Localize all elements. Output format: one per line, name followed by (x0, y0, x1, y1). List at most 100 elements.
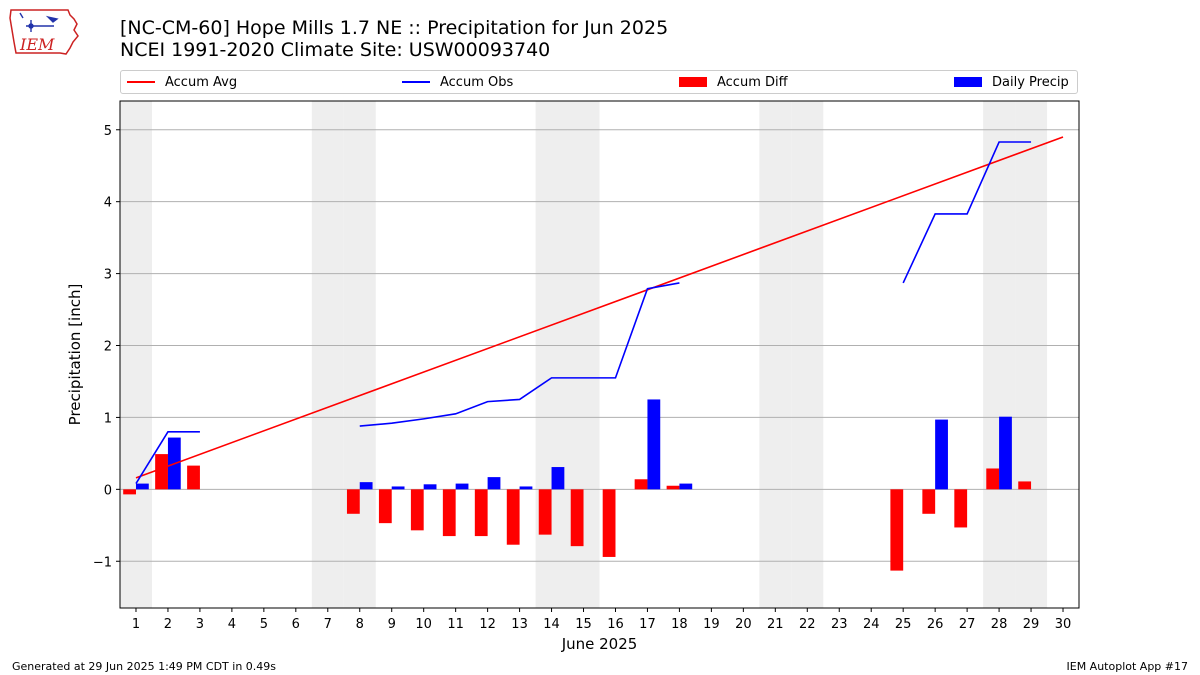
x-tick-label: 25 (895, 617, 912, 632)
legend-swatch (679, 77, 707, 87)
bar (647, 399, 661, 490)
x-tick-label: 6 (292, 617, 300, 632)
series-line (902, 141, 1032, 284)
bar (378, 489, 392, 524)
bar (474, 489, 488, 537)
bar (634, 479, 648, 490)
legend-label: Accum Obs (440, 74, 514, 90)
x-tick-label: 28 (991, 617, 1008, 632)
y-tick-label: 4 (104, 196, 112, 211)
y-tick-label: 2 (104, 340, 112, 355)
chart-subtitle: NCEI 1991-2020 Climate Site: USW00093740 (120, 39, 551, 61)
weekend-band (311, 101, 344, 608)
bar (602, 489, 616, 557)
y-tick-label: 3 (104, 268, 112, 283)
x-tick-label: 26 (927, 617, 944, 632)
bar (455, 483, 469, 490)
footer-app: IEM Autoplot App #17 (1066, 660, 1189, 673)
x-tick-label: 7 (324, 617, 332, 632)
x-tick-label: 16 (607, 617, 624, 632)
weekend-band (983, 101, 1016, 608)
x-tick-label: 14 (543, 617, 560, 632)
bar (359, 482, 373, 490)
weekend-band (343, 101, 376, 608)
bar (999, 416, 1012, 490)
x-tick-label: 17 (639, 617, 656, 632)
series-line (135, 136, 1064, 479)
legend-label: Accum Avg (165, 74, 238, 90)
x-tick-label: 8 (356, 617, 364, 632)
x-tick-label: 4 (228, 617, 236, 632)
iowa-outline-icon (9, 9, 79, 55)
bar (506, 489, 520, 545)
x-tick-label: 2 (164, 617, 172, 632)
x-tick-label: 1 (132, 617, 140, 632)
footer-generated: Generated at 29 Jun 2025 1:49 PM CDT in … (12, 660, 277, 673)
bar (423, 484, 437, 490)
bar (570, 489, 584, 547)
x-tick-label: 18 (671, 617, 688, 632)
x-tick-label: 22 (799, 617, 816, 632)
x-tick-label: 29 (1023, 617, 1040, 632)
x-tick-label: 27 (959, 617, 976, 632)
y-tick-label: 1 (104, 411, 112, 426)
bar (123, 489, 136, 495)
x-tick-label: 30 (1055, 617, 1072, 632)
y-tick-label: −1 (93, 555, 112, 570)
legend-swatch (402, 81, 430, 83)
y-tick-label: 5 (104, 124, 112, 139)
bar (346, 489, 360, 514)
legend-item-accum-avg: Accum Avg (127, 74, 237, 90)
x-tick-label: 10 (415, 617, 432, 632)
weekend-band (759, 101, 792, 608)
chart-title: [NC-CM-60] Hope Mills 1.7 NE :: Precipit… (120, 17, 669, 39)
bar (922, 489, 936, 514)
plot-frame (119, 100, 1080, 609)
x-tick-label: 5 (260, 617, 268, 632)
weekend-band (1015, 101, 1048, 608)
x-tick-label: 21 (767, 617, 784, 632)
series-line (135, 431, 200, 485)
weather-station-icon (19, 12, 59, 32)
bar (935, 419, 948, 490)
legend-label: Accum Diff (717, 74, 788, 90)
bar (155, 454, 168, 490)
x-tick-label: 3 (196, 617, 204, 632)
x-tick-label: 23 (831, 617, 848, 632)
y-axis-label: Precipitation [inch] (66, 284, 84, 426)
x-tick-label: 11 (447, 617, 464, 632)
bar (410, 489, 424, 531)
x-tick-label: 24 (863, 617, 880, 632)
bar (487, 477, 501, 490)
chart-legend: Accum Avg Accum Obs Accum Diff Daily Pre… (120, 70, 1078, 94)
bar (538, 489, 552, 535)
bar (391, 486, 405, 490)
bar (890, 489, 904, 571)
x-tick-label: 13 (511, 617, 528, 632)
bar (187, 465, 200, 490)
x-tick-label: 15 (575, 617, 592, 632)
weekend-band (791, 101, 824, 608)
bar (954, 489, 968, 528)
legend-item-accum-obs: Accum Obs (402, 74, 513, 90)
bar (135, 483, 149, 490)
x-tick-label: 9 (388, 617, 396, 632)
bar (986, 468, 1000, 490)
x-tick-label: 19 (703, 617, 720, 632)
legend-label: Daily Precip (992, 74, 1069, 90)
legend-item-accum-diff: Accum Diff (679, 74, 788, 90)
bar (679, 483, 693, 490)
x-tick-label: 20 (735, 617, 752, 632)
bar (442, 489, 456, 537)
bar (519, 486, 533, 490)
weekend-band (120, 101, 152, 608)
bar (1018, 481, 1032, 490)
logo-text: IEM (19, 35, 55, 54)
x-axis-label: June 2025 (561, 635, 638, 653)
legend-swatch (127, 81, 155, 83)
x-tick-label: 12 (479, 617, 496, 632)
bar (666, 485, 680, 490)
iem-logo: IEM (9, 9, 79, 55)
legend-item-daily-precip: Daily Precip (954, 74, 1069, 90)
